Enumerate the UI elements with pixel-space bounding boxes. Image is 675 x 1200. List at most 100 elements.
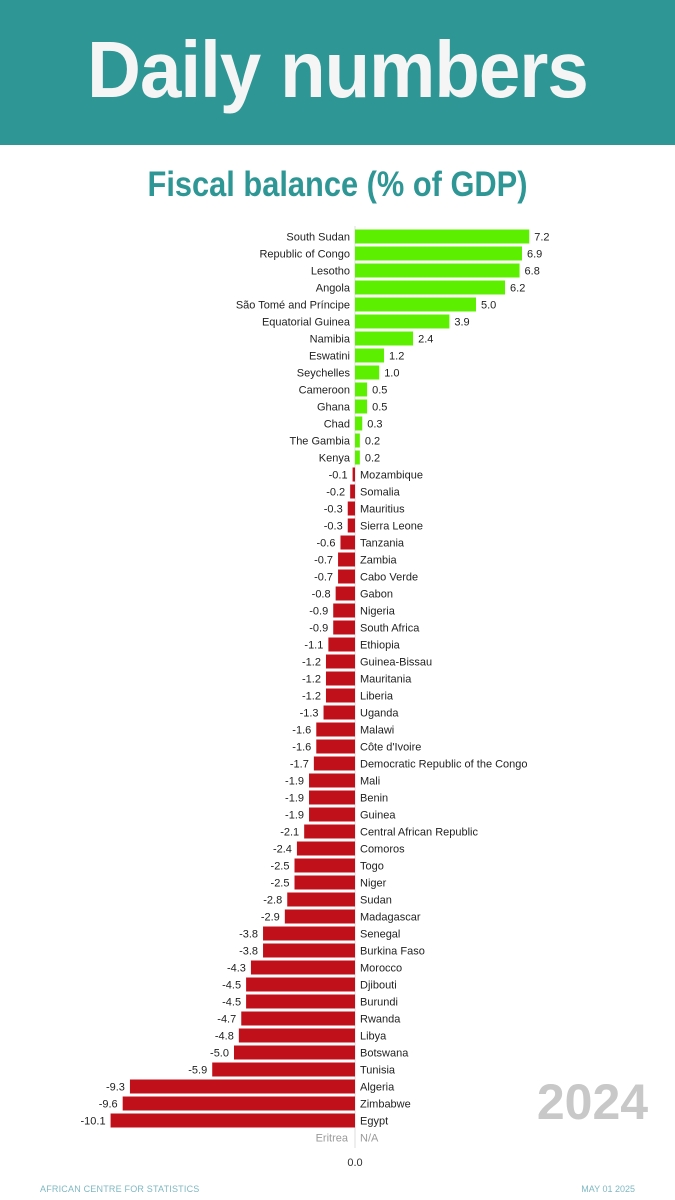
value-label: -1.6 xyxy=(292,725,311,737)
bar xyxy=(325,671,355,686)
bar xyxy=(352,467,355,482)
category-label: South Sudan xyxy=(286,232,350,244)
value-label: 0.5 xyxy=(372,385,387,397)
bar xyxy=(246,994,355,1009)
category-label: Malawi xyxy=(360,725,394,737)
bar xyxy=(355,297,476,312)
category-label: Liberia xyxy=(360,691,394,703)
category-label: Tunisia xyxy=(360,1065,396,1077)
value-label: -0.2 xyxy=(326,487,345,499)
bar xyxy=(234,1045,355,1060)
category-label: Sierra Leone xyxy=(360,521,423,533)
bar xyxy=(355,280,506,295)
bar xyxy=(355,433,360,448)
bar xyxy=(309,773,355,788)
bar xyxy=(335,586,355,601)
bar xyxy=(323,705,355,720)
category-label: São Tomé and Príncipe xyxy=(236,300,350,312)
value-label: -1.1 xyxy=(304,640,323,652)
category-label: Gabon xyxy=(360,589,393,601)
category-label: Zambia xyxy=(360,555,398,567)
bar xyxy=(347,518,355,533)
bar xyxy=(316,739,355,754)
bar xyxy=(287,892,355,907)
bar xyxy=(355,246,522,261)
bar xyxy=(355,416,363,431)
category-label: Eritrea xyxy=(316,1133,349,1145)
bar xyxy=(325,654,355,669)
category-label: Republic of Congo xyxy=(259,249,350,261)
value-label: -4.3 xyxy=(227,963,246,975)
value-label: -3.8 xyxy=(239,929,258,941)
category-label: Mozambique xyxy=(360,470,423,482)
bar xyxy=(304,824,355,839)
bar xyxy=(284,909,355,924)
value-label: -1.2 xyxy=(302,657,321,669)
bar xyxy=(263,926,355,941)
value-label: -5.0 xyxy=(210,1048,229,1060)
x-axis-tick-label: 0.0 xyxy=(347,1157,362,1169)
value-label: 0.2 xyxy=(365,453,380,465)
category-label: Uganda xyxy=(360,708,399,720)
page-title: Daily numbers xyxy=(87,25,589,114)
value-label: -4.5 xyxy=(222,980,241,992)
category-label: Libya xyxy=(360,1031,387,1043)
category-label: Seychelles xyxy=(297,368,351,380)
category-label: Benin xyxy=(360,793,388,805)
category-label: Egypt xyxy=(360,1116,388,1128)
category-label: Ghana xyxy=(317,402,351,414)
bar xyxy=(355,399,368,414)
bar xyxy=(246,977,355,992)
bar xyxy=(355,263,520,278)
bar xyxy=(333,603,355,618)
category-label: Mali xyxy=(360,776,380,788)
value-label: 1.0 xyxy=(384,368,399,380)
bar xyxy=(355,314,450,329)
value-label: -9.6 xyxy=(99,1099,118,1111)
bar xyxy=(325,688,355,703)
value-label: -2.9 xyxy=(261,912,280,924)
bar xyxy=(294,875,355,890)
category-label: Djibouti xyxy=(360,980,397,992)
category-label: Namibia xyxy=(310,334,351,346)
category-label: Morocco xyxy=(360,963,402,975)
value-label: -0.8 xyxy=(312,589,331,601)
bar xyxy=(355,331,414,346)
value-label: -0.9 xyxy=(309,606,328,618)
category-label: Chad xyxy=(324,419,350,431)
category-label: Eswatini xyxy=(309,351,350,363)
category-label: Burundi xyxy=(360,997,398,1009)
value-label: 0.2 xyxy=(365,436,380,448)
bar xyxy=(294,858,355,873)
bar xyxy=(313,756,355,771)
value-label: -10.1 xyxy=(81,1116,106,1128)
chart-title: Fiscal balance (% of GDP) xyxy=(147,165,528,204)
bar xyxy=(316,722,355,737)
category-label: Burkina Faso xyxy=(360,946,425,958)
year-label: 2024 xyxy=(536,1074,649,1130)
value-label: -9.3 xyxy=(106,1082,125,1094)
value-label: -1.9 xyxy=(285,810,304,822)
bar xyxy=(355,365,380,380)
category-label: Côte d'Ivoire xyxy=(360,742,421,754)
bar xyxy=(250,960,355,975)
value-label: 6.9 xyxy=(527,249,542,261)
category-label: Mauritius xyxy=(360,504,405,516)
publish-date: MAY 01 2025 xyxy=(581,1184,635,1194)
value-label: -2.1 xyxy=(280,827,299,839)
bar xyxy=(110,1113,355,1128)
category-label: Angola xyxy=(316,283,351,295)
value-label: -2.5 xyxy=(271,878,290,890)
value-label: -0.3 xyxy=(324,521,343,533)
bar xyxy=(328,637,355,652)
value-label: -1.2 xyxy=(302,674,321,686)
value-label: -1.6 xyxy=(292,742,311,754)
bar xyxy=(355,382,368,397)
category-label: Cabo Verde xyxy=(360,572,418,584)
category-label: Cameroon xyxy=(299,385,350,397)
value-label: 0.3 xyxy=(367,419,382,431)
bar xyxy=(340,535,355,550)
category-label: Kenya xyxy=(319,453,351,465)
value-label: -4.8 xyxy=(215,1031,234,1043)
value-label: -3.8 xyxy=(239,946,258,958)
